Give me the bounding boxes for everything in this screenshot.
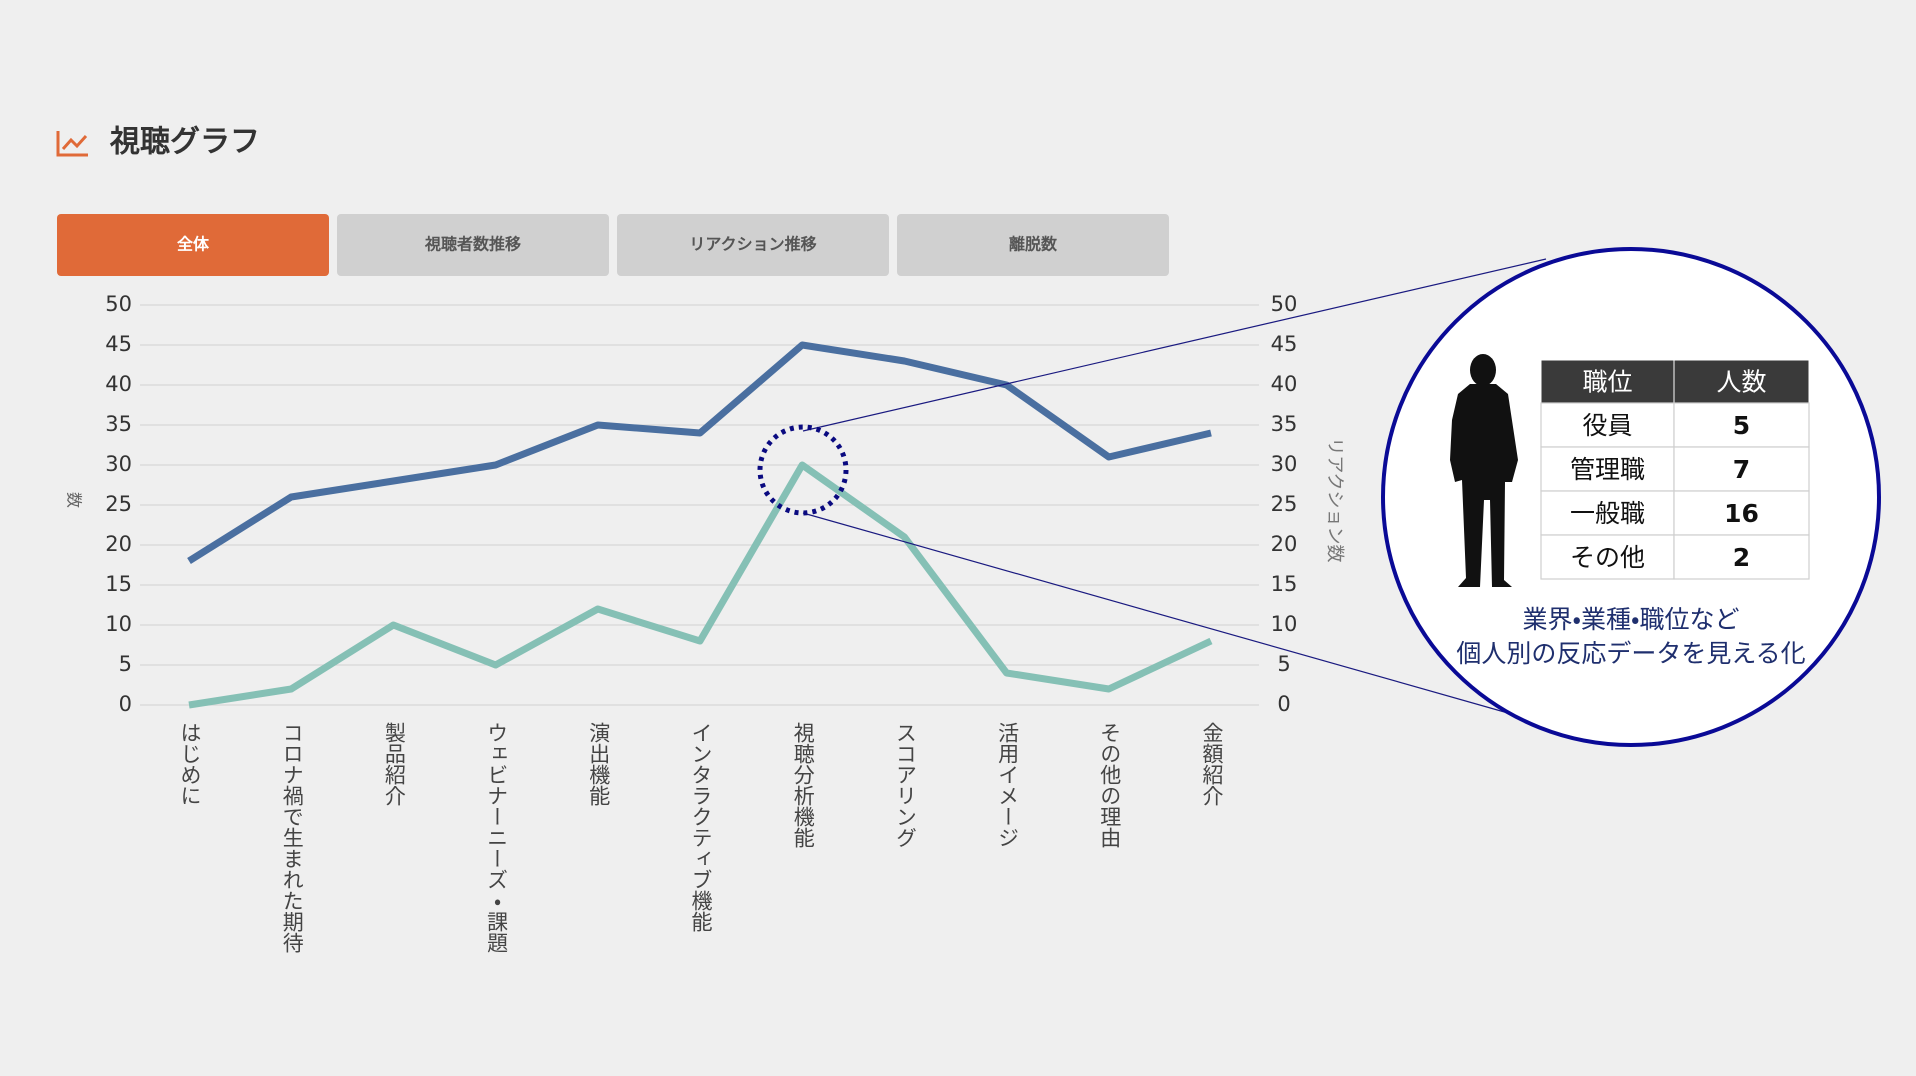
headcount: 7 [1733,455,1750,484]
x-tick-label: その他の理由 [1098,722,1122,848]
y2-tick-label: 0 [1277,692,1290,716]
graph-icon [56,131,88,157]
tab[interactable]: 離脱数 [897,214,1169,276]
x-tick-label: コロナ禍で生まれた期待 [280,722,304,953]
tab-label[interactable]: リアクション推移 [689,235,816,254]
table-cell [1540,402,1675,448]
tab[interactable]: 視聴者数推移 [337,214,609,276]
y-tick-label: 40 [105,372,132,396]
x-tick-label: スコアリング [893,722,917,848]
tab-bar: 全体 視聴者数推移 リアクション推移 離脱数 [57,214,1169,276]
table-header: 職位 [1582,368,1632,397]
y-tick-label: 10 [105,612,132,636]
series-line [188,461,1213,709]
page-title: 視聴グラフ [109,125,260,160]
table-cell [1673,534,1810,580]
y-tick-label: 25 [105,492,132,516]
y-tick-label: 5 [119,652,132,676]
y2-tick-label: 5 [1277,652,1290,676]
y-axis-label: 数 [65,492,84,508]
y2-tick-label: 35 [1271,412,1298,436]
y2-tick-label: 50 [1271,292,1298,316]
headcount: 5 [1733,411,1750,440]
tab-label[interactable]: 視聴者数推移 [424,235,521,254]
y2-tick-label: 45 [1271,332,1298,356]
callout-caption: 業界・業種・職位など [1522,605,1739,634]
headcount: 16 [1724,499,1759,528]
table-cell [1540,490,1675,536]
x-tick-label: はじめに [178,722,202,806]
x-tick-label: 視聴分析機能 [791,722,815,848]
y2-axis-label: リアクション数 [1324,437,1345,562]
x-tick-label: 金額紹介 [1200,722,1224,806]
y-tick-label: 35 [105,412,132,436]
y-tick-label: 15 [105,572,132,596]
y-tick-label: 20 [105,532,132,556]
tab-label[interactable]: 離脱数 [1009,235,1058,254]
position-name: その他 [1570,543,1645,572]
position-name: 一般職 [1570,499,1645,528]
headcount: 2 [1733,543,1750,572]
chart: 0 5 10 15 20 25 30 35 40 45 50 0 5 10 15 20 25 30 35 40 45 50… [65,292,1346,953]
x-tick-label: 製品紹介 [382,722,406,806]
tab[interactable]: リアクション推移 [617,214,889,276]
y2-tick-label: 15 [1271,572,1298,596]
y2-tick-label: 25 [1271,492,1298,516]
table-cell [1540,534,1675,580]
y2-tick-label: 10 [1271,612,1298,636]
x-tick-label: インタラクティブ機能 [689,722,713,932]
x-tick-label: 演出機能 [587,722,611,806]
tab-button[interactable] [337,214,609,276]
y2-tick-label: 20 [1271,532,1298,556]
callout-line [802,512,1516,716]
callout-caption: 個人別の反応データを見える化 [1456,639,1805,668]
y-tick-label: 30 [105,452,132,476]
person-silhouette [1450,354,1518,587]
focus-ring [757,424,849,516]
tab-label[interactable]: 全体 [177,235,210,254]
y2-tick-label: 30 [1271,452,1298,476]
position-name: 役員 [1582,411,1632,440]
series-line [187,341,1212,564]
tab[interactable]: 全体 [57,214,329,276]
table-cell [1673,446,1810,492]
x-tick-label: 活用イメージ [996,722,1020,848]
y-tick-label: 50 [105,292,132,316]
tab-button[interactable] [897,214,1169,276]
callout-line [802,258,1547,432]
x-tick-label: ウェビナーニーズ・課題 [485,722,509,953]
y-tick-label: 0 [119,692,132,716]
table-header: 人数 [1716,368,1766,397]
tab-button[interactable] [57,214,329,276]
y-tick-label: 45 [105,332,132,356]
position-name: 管理職 [1570,455,1645,484]
tab-button[interactable] [617,214,889,276]
y2-tick-label: 40 [1271,372,1298,396]
